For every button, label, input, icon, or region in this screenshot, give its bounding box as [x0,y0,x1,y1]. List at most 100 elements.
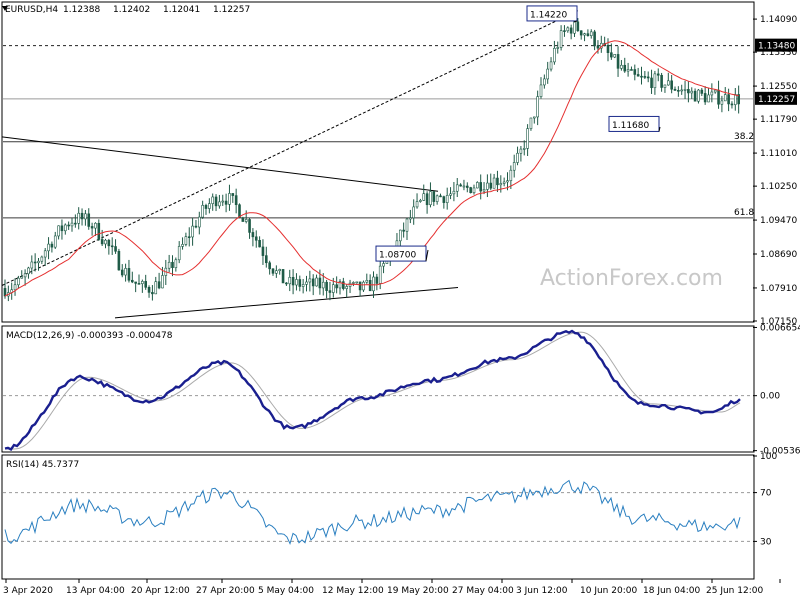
candle [70,218,74,232]
candle-body [258,240,261,248]
candle [362,280,365,292]
rsi-tick-label: 30 [760,537,772,547]
candle-body [640,75,643,78]
price-annotations: 1.14220 1.11680 1.08700 [375,5,661,262]
macd-label: MACD(12,26,9) -0.000393 -0.000478 [6,331,173,341]
candle [707,87,710,103]
candle-body [214,196,218,207]
candle [20,270,24,279]
candle [596,40,600,54]
candle-body [221,200,225,203]
candle [405,218,409,241]
candle [650,69,653,94]
candle [583,32,586,42]
candle [191,217,194,246]
annotation-text: 1.14220 [530,10,567,20]
candle-body [328,290,332,293]
candle-body [516,152,519,163]
candle [254,230,258,248]
price-panel-frame [1,1,755,323]
annotation-box [375,245,427,262]
candle [422,184,426,201]
candle [167,254,171,273]
candle-body [171,261,174,269]
candle-body [74,222,77,225]
candle-body [432,191,436,202]
candle [499,175,503,193]
candle-body [606,44,610,53]
candle [17,275,20,289]
candle [479,174,483,200]
candle-body [97,222,101,240]
candle [325,279,328,299]
candle-body [110,245,114,248]
candle [409,209,412,224]
candle-body [311,278,315,287]
candle-body [589,31,593,36]
candle-body [375,276,379,284]
candle-body [184,236,188,245]
candle-body [536,96,539,118]
macd-y-axis: 0.006654 0.00 -0.005365 [3,323,800,457]
candle-body [305,281,308,285]
header-low: 1.12041 [163,5,200,15]
candle [693,88,697,102]
macd-tick-label: 0.00 [760,392,780,402]
candle-body [318,277,322,289]
price-tick-label: 1.07150 [760,317,797,327]
candle-body [30,261,34,269]
candle-body [613,54,617,58]
price-annotation: 1.08700 [375,245,429,262]
candle-body [234,195,238,206]
candle [476,181,479,189]
candle [419,198,422,203]
candle [53,231,57,249]
candle [57,225,60,240]
candle-body [398,229,402,242]
candle-body [579,30,583,36]
candle-body [275,270,278,274]
candle [559,25,563,51]
candle [228,184,231,211]
candle [64,223,67,235]
candle [60,219,64,240]
candle [640,66,643,85]
candle-body [663,84,667,88]
candle [184,232,188,247]
candle-body [412,206,416,219]
candle-body [107,239,111,247]
candle-body [194,225,198,228]
candle-body [208,203,211,209]
candle [27,266,30,279]
candle [730,101,734,109]
candle [268,260,271,275]
candle [660,72,663,92]
candle-body [553,48,556,63]
candle-body [335,284,338,289]
candle-body [650,77,653,89]
candle [589,29,593,39]
candle [697,89,700,104]
candle-body [566,27,570,32]
price-annotation: 1.11680 [608,115,661,132]
price-box: 1.12257 [755,91,797,105]
price-tick-label: 1.09470 [760,216,797,226]
annotation-box [526,5,578,22]
candle-body [23,273,27,278]
candle [204,203,208,215]
candle-body [479,182,483,192]
candle-body [198,216,201,228]
candle-body [291,277,295,286]
price-boxes: 1.13480 1.12257 [755,38,797,105]
candle-body [84,213,87,220]
x-tick-label: 5 May 04:00 [258,586,314,596]
candle [720,95,724,113]
candle [201,200,204,219]
candle [342,277,345,291]
x-tick-label: 20 Apr 12:00 [131,586,190,596]
candle-body [529,117,533,129]
candle-body [636,74,640,77]
candle [687,81,690,103]
candle [626,62,630,77]
candle-body [452,190,456,195]
